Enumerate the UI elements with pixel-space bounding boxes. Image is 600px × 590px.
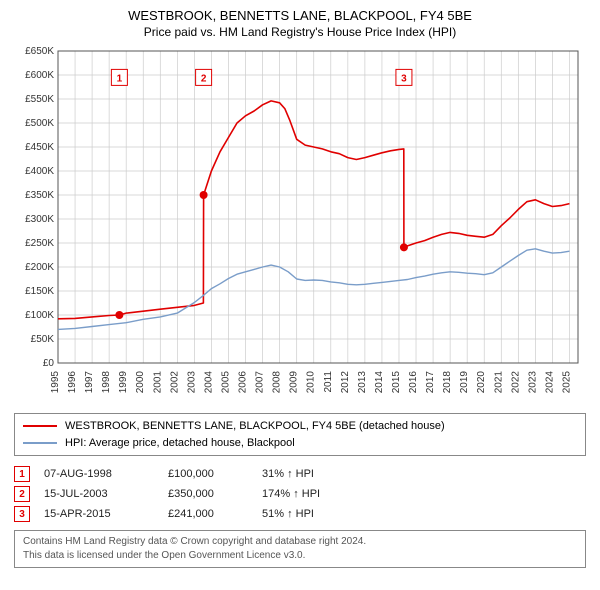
sale-price: £350,000 [168, 488, 248, 500]
svg-text:2016: 2016 [408, 371, 419, 394]
svg-text:1995: 1995 [50, 371, 61, 394]
legend-label-property: WESTBROOK, BENNETTS LANE, BLACKPOOL, FY4… [65, 418, 445, 435]
svg-text:2020: 2020 [476, 371, 487, 394]
page-title: WESTBROOK, BENNETTS LANE, BLACKPOOL, FY4… [10, 8, 590, 23]
svg-text:2025: 2025 [561, 371, 572, 394]
svg-text:1996: 1996 [67, 371, 78, 394]
sale-date: 07-AUG-1998 [44, 468, 154, 480]
svg-text:2: 2 [201, 73, 207, 84]
svg-text:2007: 2007 [255, 371, 266, 394]
table-row: 2 15-JUL-2003 £350,000 174% ↑ HPI [14, 484, 586, 504]
svg-text:£200K: £200K [25, 262, 54, 273]
table-row: 3 15-APR-2015 £241,000 51% ↑ HPI [14, 504, 586, 524]
chart-legend: WESTBROOK, BENNETTS LANE, BLACKPOOL, FY4… [14, 413, 586, 456]
svg-text:2003: 2003 [186, 371, 197, 394]
svg-text:2022: 2022 [510, 371, 521, 394]
svg-text:2012: 2012 [340, 371, 351, 394]
svg-text:£350K: £350K [25, 190, 54, 201]
sale-pct: 174% ↑ HPI [262, 488, 372, 500]
page-subtitle: Price paid vs. HM Land Registry's House … [10, 25, 590, 39]
svg-text:£250K: £250K [25, 238, 54, 249]
svg-text:2004: 2004 [203, 371, 214, 394]
svg-text:£450K: £450K [25, 142, 54, 153]
svg-text:2023: 2023 [527, 371, 538, 394]
footer-line-1: Contains HM Land Registry data © Crown c… [23, 535, 577, 549]
svg-text:£150K: £150K [25, 286, 54, 297]
sale-date: 15-JUL-2003 [44, 488, 154, 500]
svg-text:2002: 2002 [169, 371, 180, 394]
svg-text:2005: 2005 [220, 371, 231, 394]
sale-price: £100,000 [168, 468, 248, 480]
svg-text:2000: 2000 [135, 371, 146, 394]
legend-label-hpi: HPI: Average price, detached house, Blac… [65, 435, 295, 452]
sale-pct: 31% ↑ HPI [262, 468, 372, 480]
sale-pct: 51% ↑ HPI [262, 508, 372, 520]
svg-text:3: 3 [401, 73, 407, 84]
legend-row-hpi: HPI: Average price, detached house, Blac… [23, 435, 577, 452]
sale-number-box: 1 [14, 466, 30, 482]
svg-text:£0: £0 [43, 358, 55, 369]
svg-text:£600K: £600K [25, 70, 54, 81]
footer-line-2: This data is licensed under the Open Gov… [23, 549, 577, 563]
svg-text:1: 1 [117, 73, 123, 84]
svg-text:2008: 2008 [272, 371, 283, 394]
svg-text:2013: 2013 [357, 371, 368, 394]
svg-text:1997: 1997 [84, 371, 95, 394]
svg-text:2006: 2006 [238, 371, 249, 394]
svg-text:2011: 2011 [323, 371, 334, 393]
svg-text:£550K: £550K [25, 94, 54, 105]
svg-text:2017: 2017 [425, 371, 436, 394]
legend-swatch-property [23, 425, 57, 427]
svg-text:£500K: £500K [25, 118, 54, 129]
svg-text:2019: 2019 [459, 371, 470, 394]
attribution-footer: Contains HM Land Registry data © Crown c… [14, 530, 586, 568]
svg-text:2001: 2001 [152, 371, 163, 394]
svg-text:1998: 1998 [101, 371, 112, 394]
table-row: 1 07-AUG-1998 £100,000 31% ↑ HPI [14, 464, 586, 484]
svg-text:£400K: £400K [25, 166, 54, 177]
sale-date: 15-APR-2015 [44, 508, 154, 520]
svg-text:2024: 2024 [544, 371, 555, 394]
svg-text:£300K: £300K [25, 214, 54, 225]
svg-text:1999: 1999 [118, 371, 129, 394]
chart-svg: £0 £50K £100K £150K £200K £250K £300K £350K £400… [10, 45, 590, 405]
sale-price: £241,000 [168, 508, 248, 520]
svg-text:£50K: £50K [31, 334, 55, 345]
svg-text:2018: 2018 [442, 371, 453, 394]
svg-text:2009: 2009 [289, 371, 300, 394]
price-chart: £0 £50K £100K £150K £200K £250K £300K £350K £400… [10, 45, 590, 405]
sales-table: 1 07-AUG-1998 £100,000 31% ↑ HPI 2 15-JU… [14, 464, 586, 524]
svg-text:2010: 2010 [306, 371, 317, 394]
svg-text:2014: 2014 [374, 371, 385, 394]
sale-number-box: 3 [14, 506, 30, 522]
sale-number-box: 2 [14, 486, 30, 502]
svg-text:£100K: £100K [25, 310, 54, 321]
legend-swatch-hpi [23, 442, 57, 444]
svg-text:£650K: £650K [25, 46, 54, 57]
svg-text:2021: 2021 [493, 371, 504, 394]
svg-text:2015: 2015 [391, 371, 402, 394]
legend-row-property: WESTBROOK, BENNETTS LANE, BLACKPOOL, FY4… [23, 418, 577, 435]
